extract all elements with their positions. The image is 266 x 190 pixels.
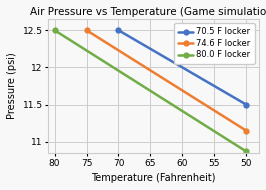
74.6 F locker xyxy=(245,130,248,132)
Title: Air Pressure vs Temperature (Game simulation): Air Pressure vs Temperature (Game simula… xyxy=(30,7,266,17)
70.5 F locker xyxy=(117,29,120,31)
Line: 74.6 F locker: 74.6 F locker xyxy=(84,28,249,133)
74.6 F locker xyxy=(85,29,88,31)
70.5 F locker xyxy=(245,104,248,106)
Y-axis label: Pressure (psi): Pressure (psi) xyxy=(7,53,17,119)
Line: 70.5 F locker: 70.5 F locker xyxy=(116,28,249,107)
Legend: 70.5 F locker, 74.6 F locker, 80.0 F locker: 70.5 F locker, 74.6 F locker, 80.0 F loc… xyxy=(174,23,255,64)
X-axis label: Temperature (Fahrenheit): Temperature (Fahrenheit) xyxy=(91,173,216,183)
